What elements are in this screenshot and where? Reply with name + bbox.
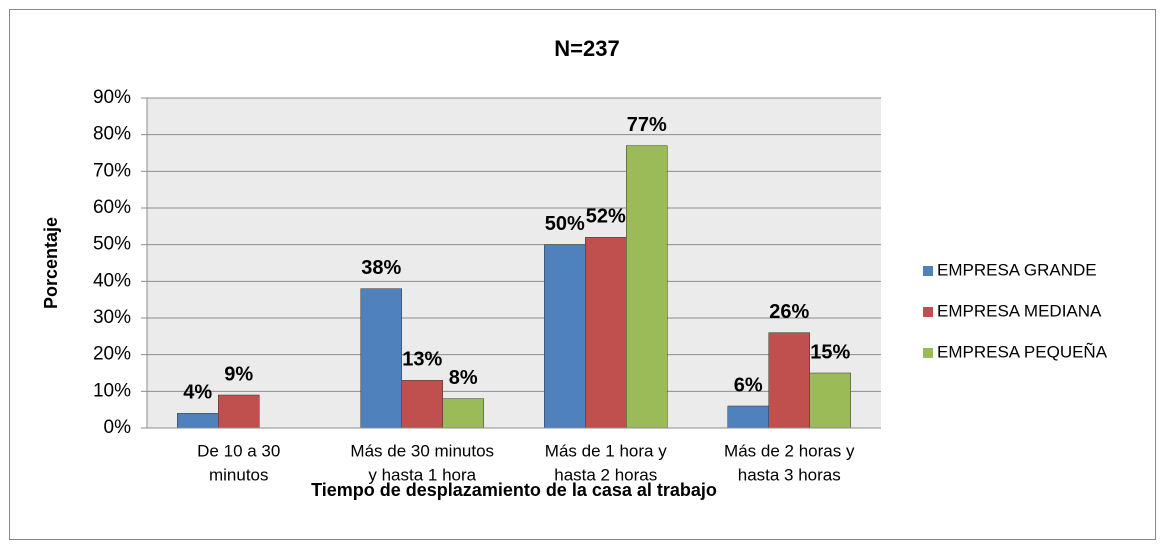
x-tick-label: hasta 2 horas xyxy=(554,465,657,484)
legend-swatch xyxy=(923,348,933,358)
bar xyxy=(401,380,443,429)
x-tick-label: y hasta 1 hora xyxy=(368,465,476,484)
legend-label: EMPRESA MEDIANA xyxy=(937,301,1102,320)
data-label: 38% xyxy=(361,257,401,279)
bar xyxy=(218,394,260,429)
y-tick-label: 30% xyxy=(93,307,131,328)
x-tick-label: De 10 a 30 xyxy=(197,441,280,460)
y-tick-label: 0% xyxy=(104,417,132,438)
x-tick-label: Más de 30 minutos xyxy=(350,441,494,460)
y-tick-label: 60% xyxy=(93,197,131,218)
plot-area xyxy=(147,98,881,428)
y-tick-label: 80% xyxy=(93,124,131,145)
data-label: 26% xyxy=(769,301,809,323)
x-tick-label: Más de 2 horas y xyxy=(724,441,855,460)
x-tick-label: Más de 1 hora y xyxy=(545,441,667,460)
y-axis-title: Porcentaje xyxy=(41,217,61,309)
data-label: 8% xyxy=(449,367,478,389)
legend-swatch xyxy=(923,266,933,276)
legend-swatch xyxy=(923,307,933,317)
y-tick-label: 10% xyxy=(93,380,131,401)
bar xyxy=(177,413,219,429)
bar xyxy=(544,244,586,429)
legend-label: EMPRESA GRANDE xyxy=(937,260,1097,279)
data-label: 15% xyxy=(810,341,850,363)
data-label: 4% xyxy=(183,382,212,404)
y-tick-label: 50% xyxy=(93,234,131,255)
y-tick-label: 40% xyxy=(93,270,131,291)
bar xyxy=(626,145,668,429)
legend-label: EMPRESA PEQUEÑA xyxy=(937,342,1108,361)
x-tick-label: minutos xyxy=(209,465,269,484)
x-tick-label: hasta 3 horas xyxy=(738,465,841,484)
bar xyxy=(442,398,484,429)
x-axis-title: Tiempo de desplazamiento de la casa al t… xyxy=(311,480,717,500)
data-label: 6% xyxy=(734,374,763,396)
data-label: 13% xyxy=(402,349,442,371)
bar xyxy=(768,332,810,429)
data-label: 9% xyxy=(224,363,253,385)
bar xyxy=(585,237,627,429)
y-tick-label: 90% xyxy=(93,87,131,108)
bar xyxy=(360,288,402,429)
bar xyxy=(727,405,769,429)
chart-title: N=237 xyxy=(554,36,619,61)
y-tick-label: 70% xyxy=(93,160,131,181)
data-label: 77% xyxy=(627,114,667,136)
y-tick-label: 20% xyxy=(93,344,131,365)
data-label: 52% xyxy=(586,206,626,228)
bar xyxy=(809,372,851,429)
data-label: 50% xyxy=(545,213,585,235)
